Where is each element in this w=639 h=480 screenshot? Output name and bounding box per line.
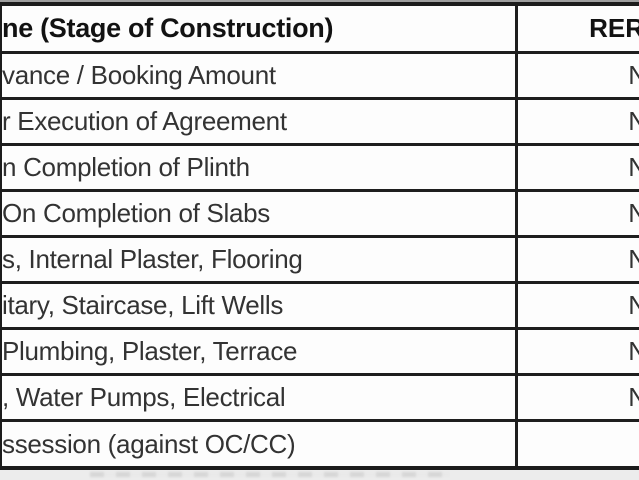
stage-text: , Water Pumps, Electrical <box>2 382 286 412</box>
header-stage-label: ne (Stage of Construction) <box>2 13 334 43</box>
table-row: ssession (against OC/CC) <box>2 422 639 466</box>
value-cell: N <box>518 54 639 97</box>
table-body: vance / Booking Amount N r Execution of … <box>2 54 639 466</box>
header-rera-column: RER <box>518 6 639 51</box>
table-row: vance / Booking Amount N <box>2 54 639 100</box>
payment-schedule-table: ne (Stage of Construction) RER vance / B… <box>0 2 639 470</box>
stage-text: Plumbing, Plaster, Terrace <box>2 336 298 366</box>
table-row: itary, Staircase, Lift Wells N <box>2 284 639 330</box>
table-row: r Execution of Agreement N <box>2 100 639 146</box>
table-row: , Water Pumps, Electrical N <box>2 376 639 422</box>
table-row: Plumbing, Plaster, Terrace N <box>2 330 639 376</box>
watermark-smudge <box>90 472 450 477</box>
value-cell: N <box>518 146 639 189</box>
stage-text: itary, Staircase, Lift Wells <box>2 290 284 320</box>
stage-text: ssession (against OC/CC) <box>2 428 296 459</box>
table-row: s, Internal Plaster, Flooring N <box>2 238 639 284</box>
value-text: N <box>628 336 639 366</box>
value-cell: N <box>518 284 639 327</box>
stage-cell: itary, Staircase, Lift Wells <box>2 284 518 327</box>
stage-cell: s, Internal Plaster, Flooring <box>2 238 518 281</box>
table-row: n Completion of Plinth N <box>2 146 639 192</box>
stage-cell: , Water Pumps, Electrical <box>2 376 518 419</box>
top-gray-strip <box>0 0 639 2</box>
stage-cell: r Execution of Agreement <box>2 100 518 143</box>
value-text: N <box>628 106 639 136</box>
table-row: On Completion of Slabs N <box>2 192 639 238</box>
stage-text: s, Internal Plaster, Flooring <box>2 244 303 274</box>
value-text: N <box>628 244 639 274</box>
value-text: N <box>628 198 639 228</box>
value-cell: N <box>518 100 639 143</box>
stage-text: r Execution of Agreement <box>2 106 287 136</box>
value-text: N <box>628 152 639 182</box>
stage-cell: n Completion of Plinth <box>2 146 518 189</box>
value-cell <box>518 422 639 466</box>
stage-text: n Completion of Plinth <box>2 152 250 182</box>
stage-text: On Completion of Slabs <box>2 198 270 228</box>
stage-cell: Plumbing, Plaster, Terrace <box>2 330 518 373</box>
value-text: N <box>628 382 639 412</box>
header-rera-label: RER <box>589 13 639 43</box>
table-header-row: ne (Stage of Construction) RER <box>2 6 639 54</box>
stage-cell: vance / Booking Amount <box>2 54 518 97</box>
value-cell: N <box>518 238 639 281</box>
header-stage-of-construction: ne (Stage of Construction) <box>2 6 518 51</box>
value-cell: N <box>518 376 639 419</box>
stage-cell: ssession (against OC/CC) <box>2 422 518 466</box>
stage-text: vance / Booking Amount <box>2 60 276 90</box>
value-text: N <box>628 60 639 90</box>
stage-cell: On Completion of Slabs <box>2 192 518 235</box>
bottom-gray-strip <box>0 470 639 480</box>
value-cell: N <box>518 192 639 235</box>
value-text: N <box>628 290 639 320</box>
value-cell: N <box>518 330 639 373</box>
